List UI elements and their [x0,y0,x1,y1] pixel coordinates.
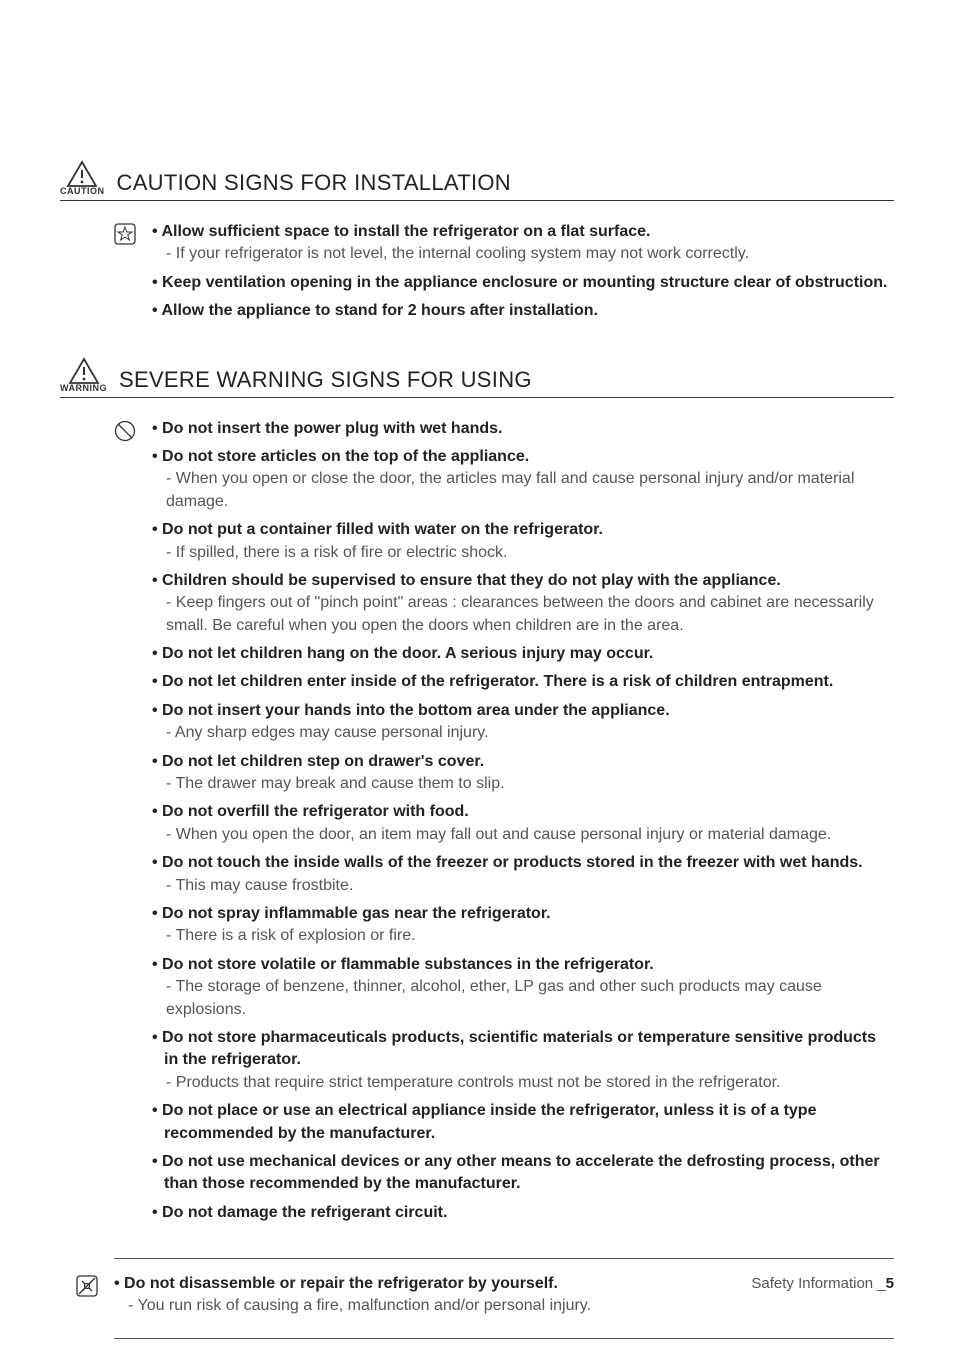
item-heading: • Children should be supervised to ensur… [152,570,894,592]
list-item: • Do not spray inflammable gas near the … [152,903,894,948]
list-item: • Do not overfill the refrigerator with … [152,801,894,846]
caution-icon-label: CAUTION [60,186,105,196]
item-heading: • Do not store volatile or flammable sub… [152,954,894,976]
item-detail: - Products that require strict temperatu… [152,1072,894,1094]
list-item: • Do not insert your hands into the bott… [152,700,894,745]
star-box-icon [114,223,136,245]
warning-using-items: • Do not insert the power plug with wet … [152,418,894,1231]
item-heading: • Do not let children enter inside of th… [152,671,894,693]
item-heading: • Do not store articles on the top of th… [152,446,894,468]
item-detail: - There is a risk of explosion or fire. [152,925,894,947]
list-item: • Do not use mechanical devices or any o… [152,1151,894,1196]
warning-icon-label: WARNING [60,383,107,393]
list-item: • Do not store volatile or flammable sub… [152,954,894,1021]
caution-installation-header: CAUTION CAUTION SIGNS FOR INSTALLATION [60,160,894,201]
item-heading: • Do not overfill the refrigerator with … [152,801,894,823]
list-item: • Do not let children step on drawer's c… [152,751,894,796]
list-item: • Children should be supervised to ensur… [152,570,894,637]
no-disassemble-block: • Do not disassemble or repair the refri… [114,1258,894,1339]
list-item: • Allow sufficient space to install the … [152,221,894,266]
prohibition-icon [114,420,136,442]
no-disassemble-icon [76,1275,98,1297]
item-heading: • Keep ventilation opening in the applia… [152,272,894,294]
item-heading: • Do not damage the refrigerant circuit. [152,1202,894,1224]
item-heading: • Do not spray inflammable gas near the … [152,903,894,925]
item-detail: - The storage of benzene, thinner, alcoh… [152,976,894,1021]
list-item: • Keep ventilation opening in the applia… [152,272,894,294]
item-heading: • Do not insert the power plug with wet … [152,418,894,440]
warning-using-title: SEVERE WARNING SIGNS FOR USING [119,367,532,393]
item-detail: - When you open or close the door, the a… [152,468,894,513]
list-item: • Do not store articles on the top of th… [152,446,894,513]
list-item: • Allow the appliance to stand for 2 hou… [152,300,894,322]
item-detail: - When you open the door, an item may fa… [152,824,894,846]
footer-page-number: 5 [886,1275,894,1292]
caution-installation-content: • Allow sufficient space to install the … [60,221,894,329]
item-detail: - If spilled, there is a risk of fire or… [152,542,894,564]
item-heading: • Do not let children hang on the door. … [152,643,894,665]
item-heading: • Allow the appliance to stand for 2 hou… [152,300,894,322]
page-footer: Safety Information _5 [751,1275,894,1292]
item-heading: • Do not use mechanical devices or any o… [152,1151,894,1196]
warning-using-content: • Do not insert the power plug with wet … [60,418,894,1231]
list-item: • Do not store pharmaceuticals products,… [152,1027,894,1094]
item-heading: • Do not put a container filled with wat… [152,519,894,541]
item-heading: • Do not let children step on drawer's c… [152,751,894,773]
caution-installation-items: • Allow sufficient space to install the … [152,221,894,329]
item-detail: - The drawer may break and cause them to… [152,773,894,795]
item-detail: - Keep fingers out of "pinch point" area… [152,592,894,637]
warning-using-header: WARNING SEVERE WARNING SIGNS FOR USING [60,357,894,398]
caution-icon-wrap: CAUTION [60,160,105,196]
list-item: • Do not let children hang on the door. … [152,643,894,665]
warning-triangle-icon [68,357,100,385]
item-detail: - Any sharp edges may cause personal inj… [152,722,894,744]
caution-installation-title: CAUTION SIGNS FOR INSTALLATION [117,170,511,196]
list-item: • Do not touch the inside walls of the f… [152,852,894,897]
item-heading: • Do not store pharmaceuticals products,… [152,1027,894,1072]
caution-triangle-icon [66,160,98,188]
item-heading: • Do not place or use an electrical appl… [152,1100,894,1145]
list-item: • Do not place or use an electrical appl… [152,1100,894,1145]
item-heading: • Do not insert your hands into the bott… [152,700,894,722]
item-detail: - If your refrigerator is not level, the… [152,243,894,265]
item-heading: • Allow sufficient space to install the … [152,221,894,243]
list-item: • Do not put a container filled with wat… [152,519,894,564]
item-detail: - This may cause frostbite. [152,875,894,897]
list-item: • Do not let children enter inside of th… [152,671,894,693]
footer-text: Safety Information _ [751,1275,885,1292]
list-item: • Do not damage the refrigerant circuit. [152,1202,894,1224]
list-item: • Do not insert the power plug with wet … [152,418,894,440]
item-heading: • Do not touch the inside walls of the f… [152,852,894,874]
warning-icon-wrap: WARNING [60,357,107,393]
item-detail: - You run risk of causing a fire, malfun… [114,1295,894,1317]
